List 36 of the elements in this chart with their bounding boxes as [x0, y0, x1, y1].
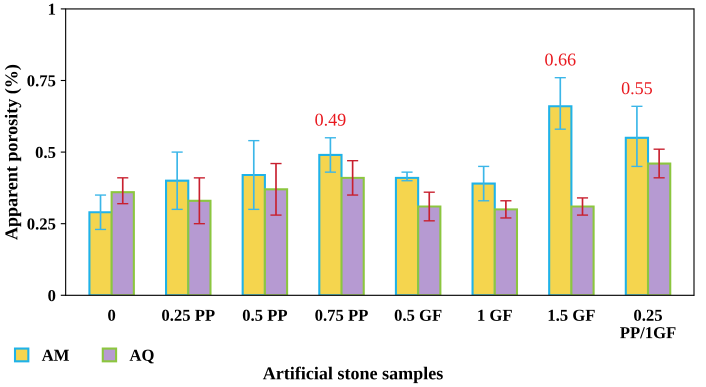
- bar: [88, 211, 113, 296]
- y-tick-label: 1: [48, 4, 56, 15]
- bar: [394, 176, 420, 296]
- data-label: 0.66: [545, 53, 576, 66]
- x-axis-title: Artificial stone samples: [262, 366, 443, 384]
- bar: [164, 180, 190, 296]
- y-tick-label: 0: [48, 290, 56, 302]
- bar: [264, 188, 288, 296]
- legend-label: AM: [42, 350, 69, 361]
- bar: [417, 205, 442, 296]
- bar: [570, 205, 595, 296]
- x-tick-label: 0.75 PP: [315, 310, 368, 321]
- x-tick-label: 0.5 GF: [394, 310, 442, 321]
- x-tick-label: 1 GF: [478, 310, 512, 321]
- y-tick-label: 0.75: [27, 75, 56, 87]
- x-tick-label: 0.25 PP/1GF: [620, 310, 676, 338]
- bar: [548, 105, 572, 296]
- y-tick-label: 0.5: [36, 146, 56, 158]
- x-tick-label: 0: [108, 310, 116, 321]
- x-tick-label: 1.5 GF: [548, 310, 595, 321]
- bar: [646, 162, 672, 296]
- bar: [472, 182, 496, 296]
- bar: [242, 174, 266, 296]
- y-tick-label: 0.25: [27, 218, 56, 230]
- y-axis-title: Apparent porosity (%): [4, 64, 22, 240]
- data-label: 0.49: [315, 114, 346, 126]
- bar: [318, 154, 343, 296]
- bar: [624, 136, 650, 296]
- bar: [494, 208, 518, 296]
- x-tick-label: 0.5 PP: [242, 310, 288, 321]
- data-label: 0.55: [622, 82, 652, 94]
- legend-label: AQ: [130, 350, 154, 364]
- bar: [110, 191, 135, 296]
- bar: [187, 200, 212, 296]
- bar: [340, 176, 365, 296]
- x-tick-label: 0.25 PP: [162, 310, 215, 321]
